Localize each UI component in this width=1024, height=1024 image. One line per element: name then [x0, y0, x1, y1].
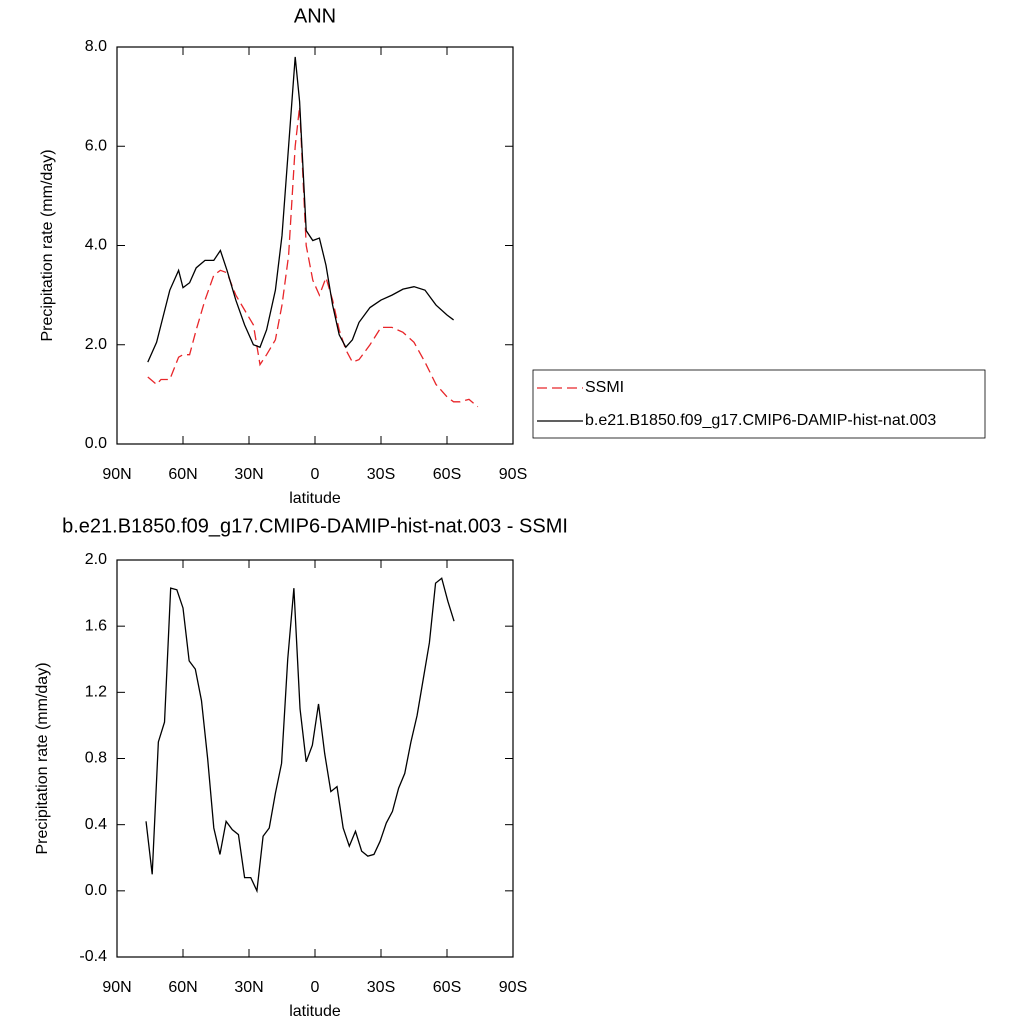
x-tick-label: 90N	[102, 466, 131, 483]
y-tick-label: 0.0	[85, 882, 107, 899]
y-tick-label: 0.4	[85, 816, 107, 833]
y-tick-label: 2.0	[85, 336, 107, 353]
data-line	[145, 577, 455, 894]
chart-title: ANN	[294, 5, 336, 27]
y-tick-label: 2.0	[85, 551, 107, 568]
x-tick-label: 60N	[168, 466, 197, 483]
y-tick-label: 6.0	[85, 137, 107, 154]
x-tick-label: 30N	[234, 466, 263, 483]
y-tick-label: 4.0	[85, 237, 107, 254]
x-tick-label: 90S	[499, 466, 527, 483]
y-tick-label: 1.2	[85, 684, 107, 701]
legend-label: SSMI	[585, 379, 624, 396]
data-line	[147, 56, 454, 363]
y-axis-label: Precipitation rate (mm/day)	[34, 662, 51, 854]
x-tick-label: 0	[311, 979, 320, 996]
x-tick-label: 0	[311, 466, 320, 483]
x-tick-label: 60N	[168, 979, 197, 996]
y-tick-label: 0.0	[85, 435, 107, 452]
y-tick-label: -0.4	[79, 948, 107, 965]
x-tick-label: 60S	[433, 979, 461, 996]
data-line	[147, 106, 479, 408]
legend-label: b.e21.B1850.f09_g17.CMIP6-DAMIP-hist-nat…	[585, 412, 936, 429]
chart-title: b.e21.B1850.f09_g17.CMIP6-DAMIP-hist-nat…	[62, 515, 568, 537]
y-tick-label: 0.8	[85, 750, 107, 767]
x-axis-label: latitude	[289, 1003, 341, 1020]
x-tick-label: 60S	[433, 466, 461, 483]
x-tick-label: 30S	[367, 466, 395, 483]
x-tick-label: 90N	[102, 979, 131, 996]
y-tick-label: 1.6	[85, 617, 107, 634]
plot-frame	[116, 46, 514, 445]
x-tick-label: 90S	[499, 979, 527, 996]
x-axis-label: latitude	[289, 490, 341, 507]
x-tick-label: 30N	[234, 979, 263, 996]
y-tick-label: 8.0	[85, 38, 107, 55]
plot-frame	[116, 559, 514, 958]
y-axis-label: Precipitation rate (mm/day)	[39, 149, 56, 341]
legend-box	[532, 369, 986, 439]
x-tick-label: 30S	[367, 979, 395, 996]
